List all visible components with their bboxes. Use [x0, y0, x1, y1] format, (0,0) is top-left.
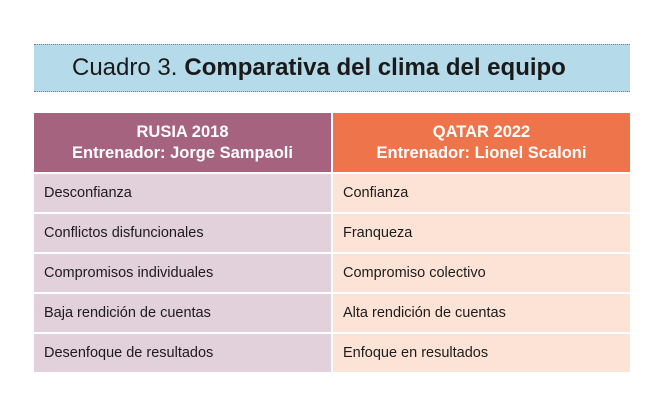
table-cell-qatar: Franqueza: [332, 212, 630, 253]
caption-title: Comparativa del clima del equipo: [184, 54, 566, 81]
table-cell-qatar: Enfoque en resultados: [332, 332, 630, 372]
header-qatar-coach: Entrenador: Lionel Scaloni: [376, 143, 587, 162]
table-cell-russia: Compromisos individuales: [34, 252, 333, 293]
table-cell-russia: Baja rendición de cuentas: [34, 292, 333, 333]
header-russia-2018: RUSIA 2018 Entrenador: Jorge Sampaoli: [34, 113, 333, 173]
table-caption: Cuadro 3. Comparativa del clima del equi…: [34, 44, 630, 92]
header-qatar-2022: QATAR 2022 Entrenador: Lionel Scaloni: [332, 113, 630, 173]
table-row: Baja rendición de cuentas Alta rendición…: [34, 292, 630, 333]
header-qatar-year: QATAR 2022: [432, 122, 531, 141]
table-cell-russia: Conflictos disfuncionales: [34, 212, 333, 253]
table-row: Desenfoque de resultados Enfoque en resu…: [34, 332, 630, 372]
table-cell-qatar: Alta rendición de cuentas: [332, 292, 630, 333]
table-cell-qatar: Compromiso colectivo: [332, 252, 630, 293]
header-russia-year: RUSIA 2018: [136, 122, 229, 141]
table-cell-qatar: Confianza: [332, 172, 630, 213]
comparison-table: RUSIA 2018 Entrenador: Jorge Sampaoli QA…: [34, 113, 630, 372]
header-russia-coach: Entrenador: Jorge Sampaoli: [72, 143, 293, 162]
caption-number: Cuadro 3.: [72, 54, 178, 81]
table-row: Desconfianza Confianza: [34, 172, 630, 213]
table-row: Conflictos disfuncionales Franqueza: [34, 212, 630, 253]
table-cell-russia: Desenfoque de resultados: [34, 332, 333, 372]
table-cell-russia: Desconfianza: [34, 172, 333, 213]
header-row: RUSIA 2018 Entrenador: Jorge Sampaoli QA…: [34, 113, 630, 173]
table-row: Compromisos individuales Compromiso cole…: [34, 252, 630, 293]
